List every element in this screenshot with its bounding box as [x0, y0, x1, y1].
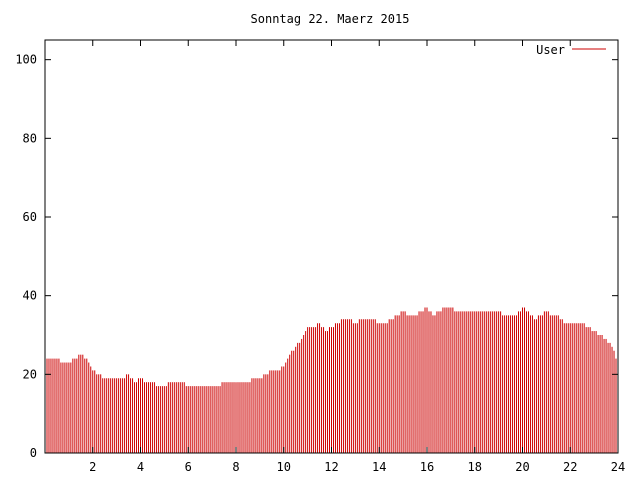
legend: User: [536, 43, 606, 57]
y-tick-label: 80: [23, 131, 37, 145]
x-tick-label: 16: [420, 460, 434, 474]
y-axis: 0 20 40 60 80 100: [15, 53, 618, 460]
x-tick-label: 10: [277, 460, 291, 474]
x-tick-label: 18: [468, 460, 482, 474]
y-tick-label: 40: [23, 289, 37, 303]
x-tick-label: 24: [611, 460, 625, 474]
y-tick-label: 20: [23, 367, 37, 381]
y-tick-label: 100: [15, 53, 37, 67]
x-tick-label: 20: [515, 460, 529, 474]
bars-group: [44, 307, 617, 453]
x-axis: 2 4 6 8 10 12 14 16 18 20 22 24: [89, 40, 625, 474]
x-tick-label: 6: [185, 460, 192, 474]
chart-title: Sonntag 22. Maerz 2015: [251, 12, 410, 26]
x-tick-label: 12: [324, 460, 338, 474]
y-tick-label: 60: [23, 210, 37, 224]
x-tick-label: 22: [563, 460, 577, 474]
y-tick-label: 0: [30, 446, 37, 460]
x-tick-label: 2: [89, 460, 96, 474]
x-tick-label: 4: [137, 460, 144, 474]
legend-label: User: [536, 43, 565, 57]
x-tick-label: 14: [372, 460, 386, 474]
x-tick-label: 8: [232, 460, 239, 474]
